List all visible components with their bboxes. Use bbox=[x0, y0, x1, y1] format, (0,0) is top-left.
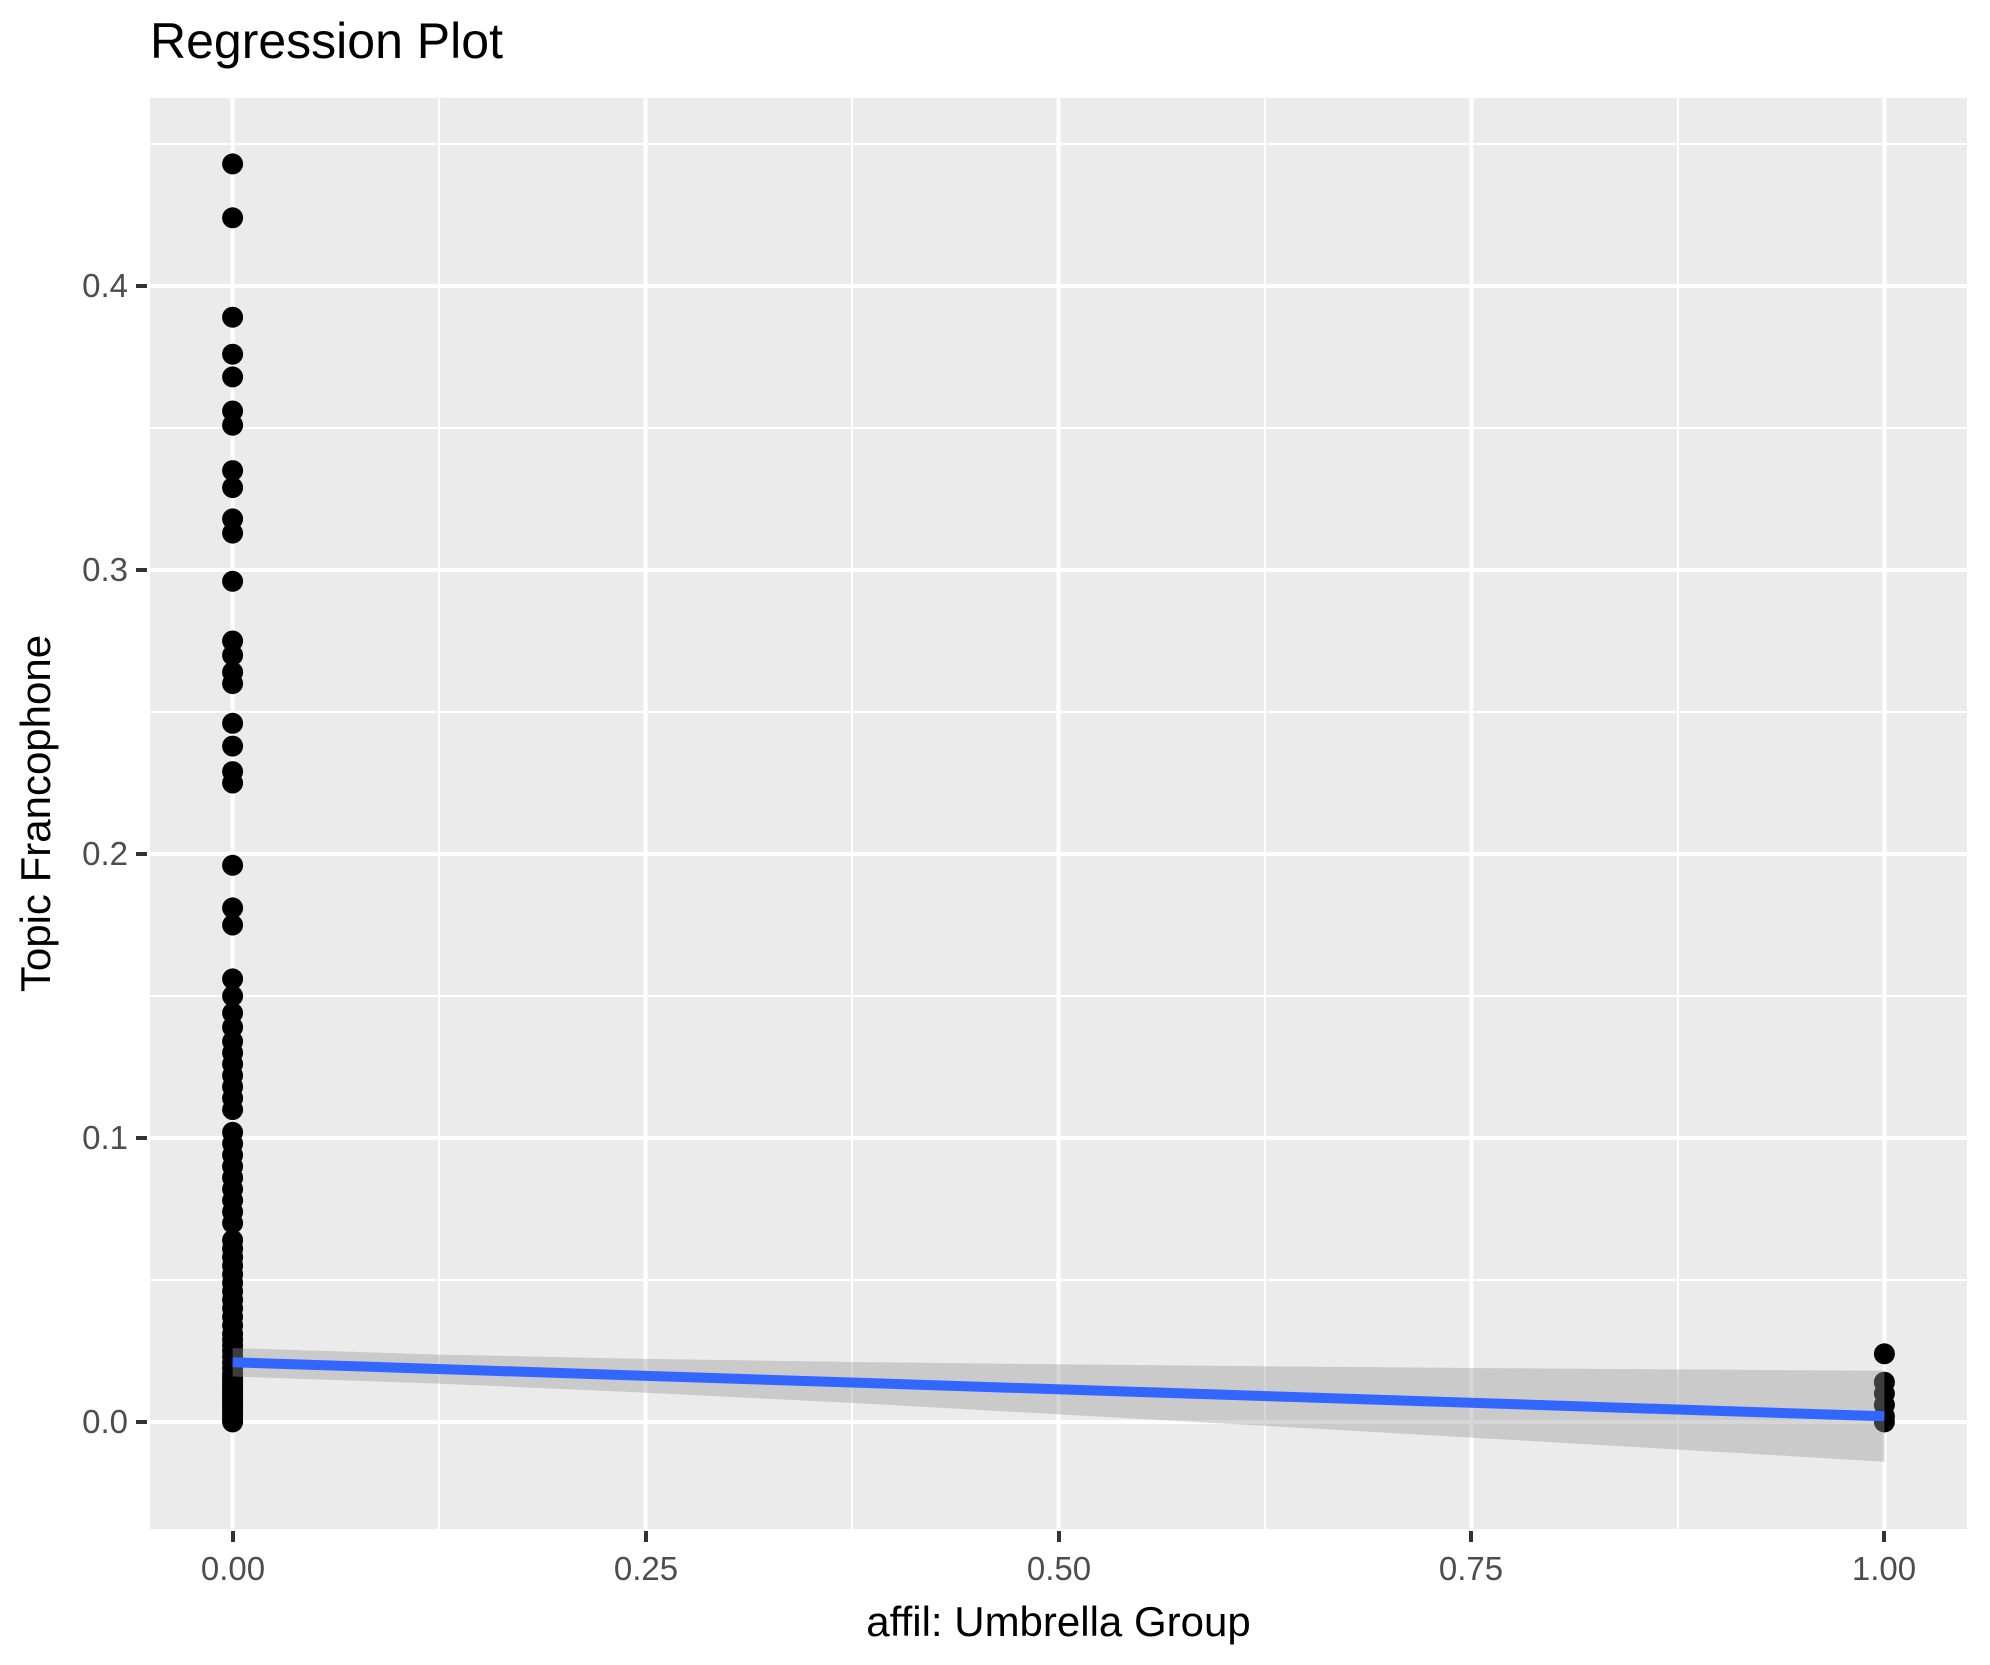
regression-line bbox=[232, 1357, 1885, 1422]
plot-title: Regression Plot bbox=[150, 13, 503, 69]
y-axis-title: Topic Francophone bbox=[12, 634, 59, 993]
x-tick-label: 0.25 bbox=[613, 1550, 679, 1587]
y-tick-label: 0.4 bbox=[82, 267, 128, 304]
x-tick-label: 0.50 bbox=[1026, 1550, 1092, 1587]
y-tick-label: 0.2 bbox=[82, 835, 128, 872]
chart-canvas bbox=[150, 98, 1967, 1529]
y-tick-mark bbox=[136, 284, 147, 288]
x-tick-label: 0.75 bbox=[1438, 1550, 1504, 1587]
y-tick-mark bbox=[136, 1420, 147, 1424]
x-tick-mark bbox=[1882, 1531, 1886, 1542]
x-tick-mark bbox=[1469, 1531, 1473, 1542]
x-tick-label: 0.00 bbox=[200, 1550, 266, 1587]
x-tick-mark bbox=[1057, 1531, 1061, 1542]
x-axis-title: affil: Umbrella Group bbox=[866, 1598, 1251, 1645]
y-tick-mark bbox=[136, 1136, 147, 1140]
major-gridlines bbox=[150, 98, 1967, 1529]
scatter-points-0 bbox=[222, 153, 244, 1433]
plot-panel bbox=[150, 98, 1967, 1529]
y-tick-label: 0.3 bbox=[82, 551, 128, 588]
y-tick-mark bbox=[136, 852, 147, 856]
x-tick-mark bbox=[644, 1531, 648, 1542]
y-tick-label: 0.0 bbox=[82, 1403, 128, 1440]
y-tick-mark bbox=[136, 568, 147, 572]
y-tick-label: 0.1 bbox=[82, 1119, 128, 1156]
x-tick-mark bbox=[231, 1531, 235, 1542]
x-tick-label: 1.00 bbox=[1851, 1550, 1917, 1587]
